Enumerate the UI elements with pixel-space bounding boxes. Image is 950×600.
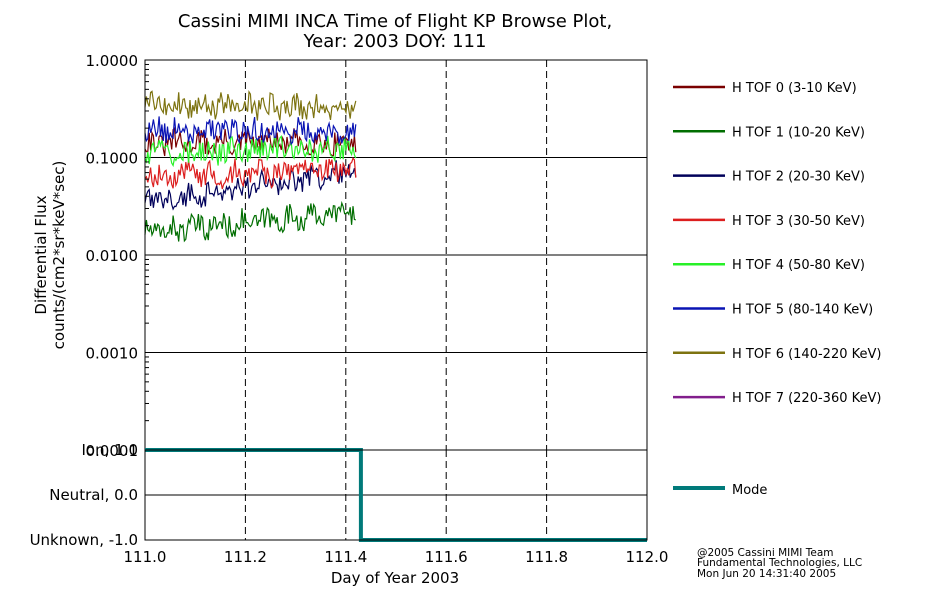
legend-label: H TOF 4 (50-80 KeV) (732, 258, 865, 273)
upper-panel-grid (145, 60, 647, 450)
legend-label: H TOF 0 (3-10 KeV) (732, 81, 857, 96)
series-line-h-tof-3 (144, 157, 357, 190)
y-axis-label-line1: Differential Flux (32, 195, 50, 314)
series-line-h-tof-5 (144, 116, 357, 146)
legend-label: H TOF 6 (140-220 KeV) (732, 347, 881, 362)
series-line-h-tof-6 (144, 90, 357, 121)
chart-subtitle: Year: 2003 DOY: 111 (303, 31, 487, 52)
credit-line-1: @2005 Cassini MIMI Team (697, 547, 834, 559)
upper-y-tick-label: 0.0010 (86, 345, 139, 363)
x-tick-label: 111.4 (324, 548, 367, 566)
legend-label: H TOF 7 (220-360 KeV) (732, 391, 881, 406)
series-line-h-tof-4 (144, 135, 357, 168)
legend-label: H TOF 2 (20-30 KeV) (732, 170, 865, 185)
legend-label: H TOF 3 (30-50 KeV) (732, 214, 865, 229)
lower-y-tick-label: Neutral, 0.0 (49, 486, 138, 504)
x-tick-label: 111.8 (525, 548, 568, 566)
credit-line-2: Fundamental Technologies, LLC (697, 557, 862, 569)
lower-y-tick-label: Ion, 1.0 (82, 441, 139, 459)
x-tick-label: 111.6 (425, 548, 468, 566)
legend-label-mode: Mode (732, 483, 767, 498)
lower-panel-y-ticks: Unknown, -1.0 Neutral, 0.0 Ion, 1.0 (30, 441, 138, 549)
x-axis-label: Day of Year 2003 (331, 569, 459, 587)
x-tick-label: 111.2 (224, 548, 267, 566)
x-tick-label: 112.0 (626, 548, 669, 566)
y-axis-label-line2: counts/(cm2*sr*keV*sec) (50, 161, 68, 350)
upper-panel-y-ticks: 0.0001 0.0010 0.0100 0.1000 1.0000 (86, 52, 149, 460)
upper-panel-series (144, 90, 357, 243)
lower-panel-frame (144, 449, 648, 541)
upper-y-tick-label: 1.0000 (86, 52, 139, 70)
x-tick-label: 111.0 (124, 548, 167, 566)
series-line-h-tof-2 (144, 160, 357, 211)
upper-y-tick-label: 0.1000 (86, 150, 139, 168)
upper-y-tick-label: 0.0100 (86, 247, 139, 265)
legend-label: H TOF 1 (10-20 KeV) (732, 125, 865, 140)
legend: H TOF 0 (3-10 KeV) H TOF 1 (10-20 KeV) H T… (673, 81, 881, 498)
x-axis-ticks: 111.0 111.2 111.4 111.6 111.8 112.0 (124, 548, 669, 566)
upper-y-tick-label: 0.0001 (86, 442, 139, 460)
chart-title: Cassini MIMI INCA Time of Flight KP Brow… (178, 11, 612, 32)
lower-y-tick-label: Unknown, -1.0 (30, 531, 138, 549)
credit-line-3: Mon Jun 20 14:31:40 2005 (697, 568, 836, 580)
legend-label: H TOF 5 (80-140 KeV) (732, 303, 873, 318)
series-line-h-tof-1 (144, 200, 357, 243)
lower-panel-grid (145, 450, 647, 540)
